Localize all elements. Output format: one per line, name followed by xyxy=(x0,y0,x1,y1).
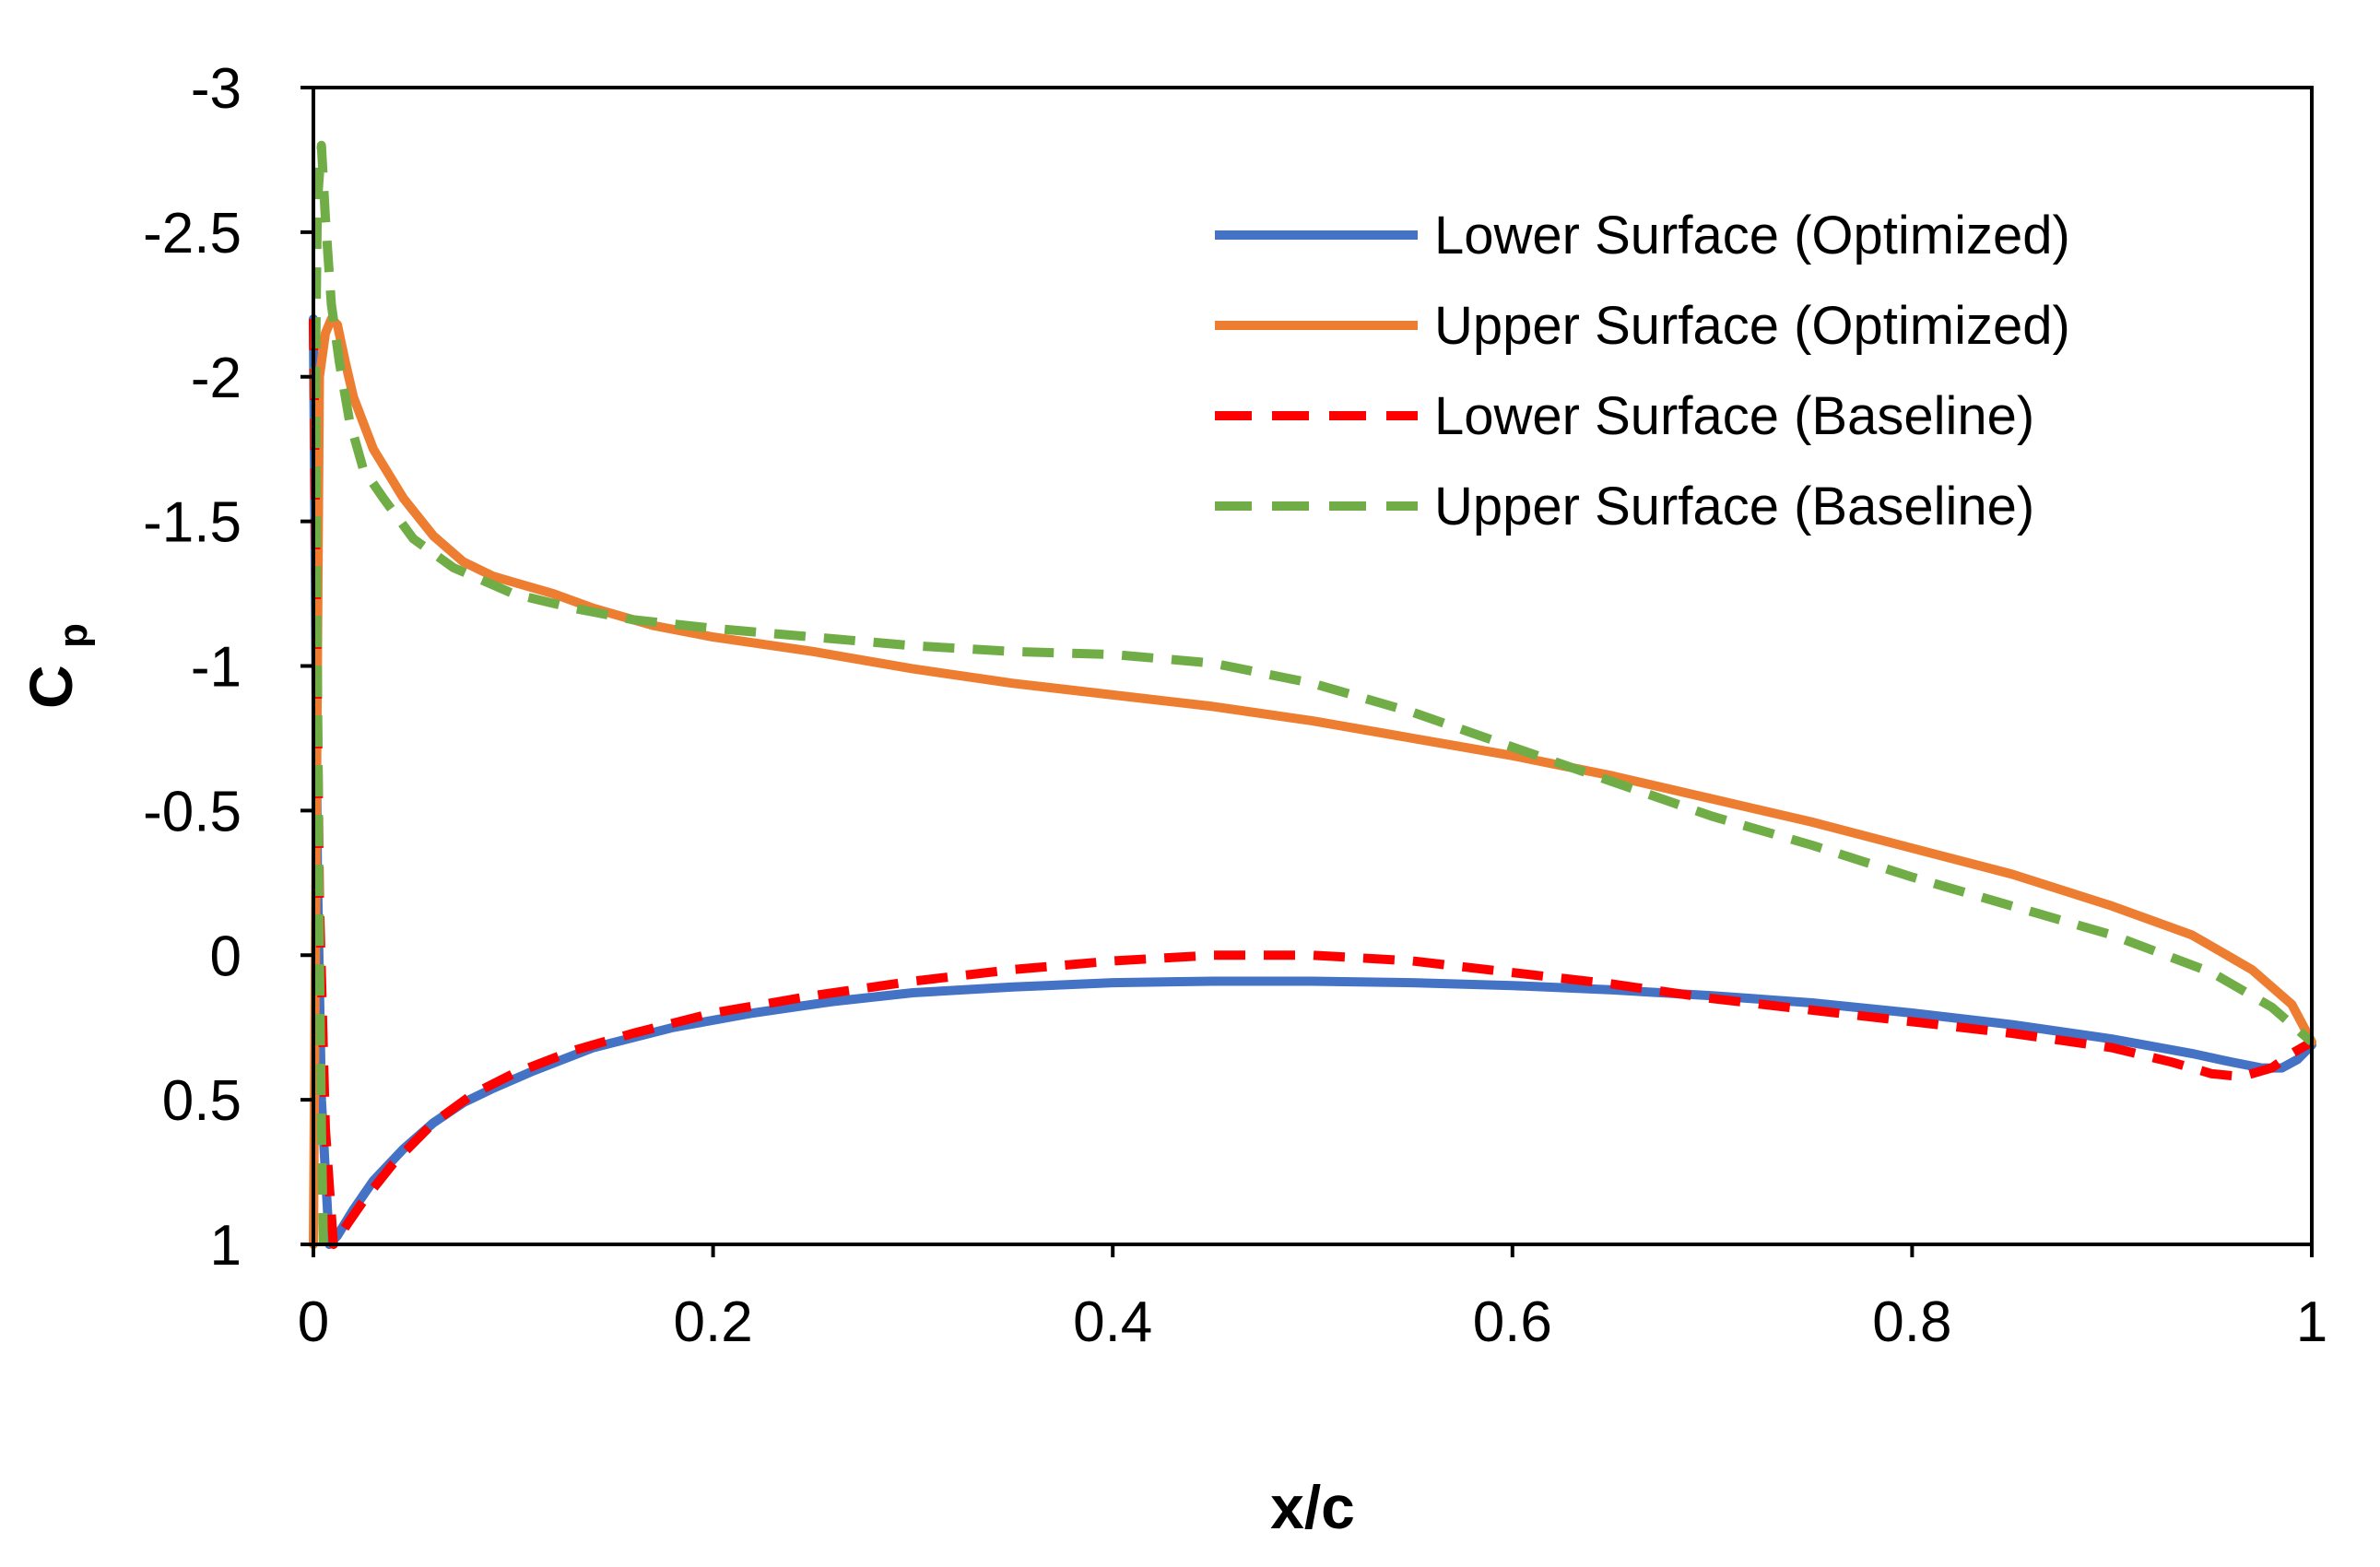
y-tick-label: 0.5 xyxy=(162,1069,242,1133)
series-line-1 xyxy=(309,314,2316,1249)
x-tick-label: 1 xyxy=(2296,1290,2327,1354)
x-axis-title: x/c xyxy=(1270,1473,1355,1541)
x-tick-label: 0 xyxy=(298,1290,329,1354)
y-axis-title-subscript: p xyxy=(51,623,96,648)
y-axis-title-main: C xyxy=(17,665,85,709)
y-tick-label: -0.5 xyxy=(143,780,242,843)
x-tick-label: 0.6 xyxy=(1473,1290,1552,1354)
legend-label-3: Lower Surface (Baseline) xyxy=(1434,386,2034,446)
legend-label-1: Lower Surface (Optimized) xyxy=(1434,206,2070,265)
y-tick-label: -2.5 xyxy=(143,202,242,265)
y-tick-label: -3 xyxy=(191,57,242,121)
axis-ticks: 0 0.2 0.4 0.6 0.8 1 -3 -2.5 -2 -1.5 -1 -0.5 0 0.5 1 xyxy=(143,57,2327,1354)
y-tick-label: 0 xyxy=(210,925,242,988)
legend-label-2: Upper Surface (Optimized) xyxy=(1434,296,2070,356)
series-layer xyxy=(309,140,2316,1249)
y-tick-label: -1.5 xyxy=(143,491,242,555)
x-tick-label: 0.2 xyxy=(673,1290,752,1354)
x-tick-label: 0.8 xyxy=(1872,1290,1951,1354)
legend-label-4: Upper Surface (Baseline) xyxy=(1434,477,2034,536)
y-tick-label: -1 xyxy=(191,636,242,700)
y-tick-label: -2 xyxy=(191,347,242,410)
series-line-4 xyxy=(311,140,2315,1245)
series-line-2 xyxy=(309,314,2316,1249)
legend: Lower Surface (Optimized) Upper Surface (… xyxy=(1215,206,2070,536)
y-axis-title: C p xyxy=(17,623,96,709)
x-tick-label: 0.4 xyxy=(1073,1290,1152,1354)
y-tick-label: 1 xyxy=(210,1214,242,1278)
